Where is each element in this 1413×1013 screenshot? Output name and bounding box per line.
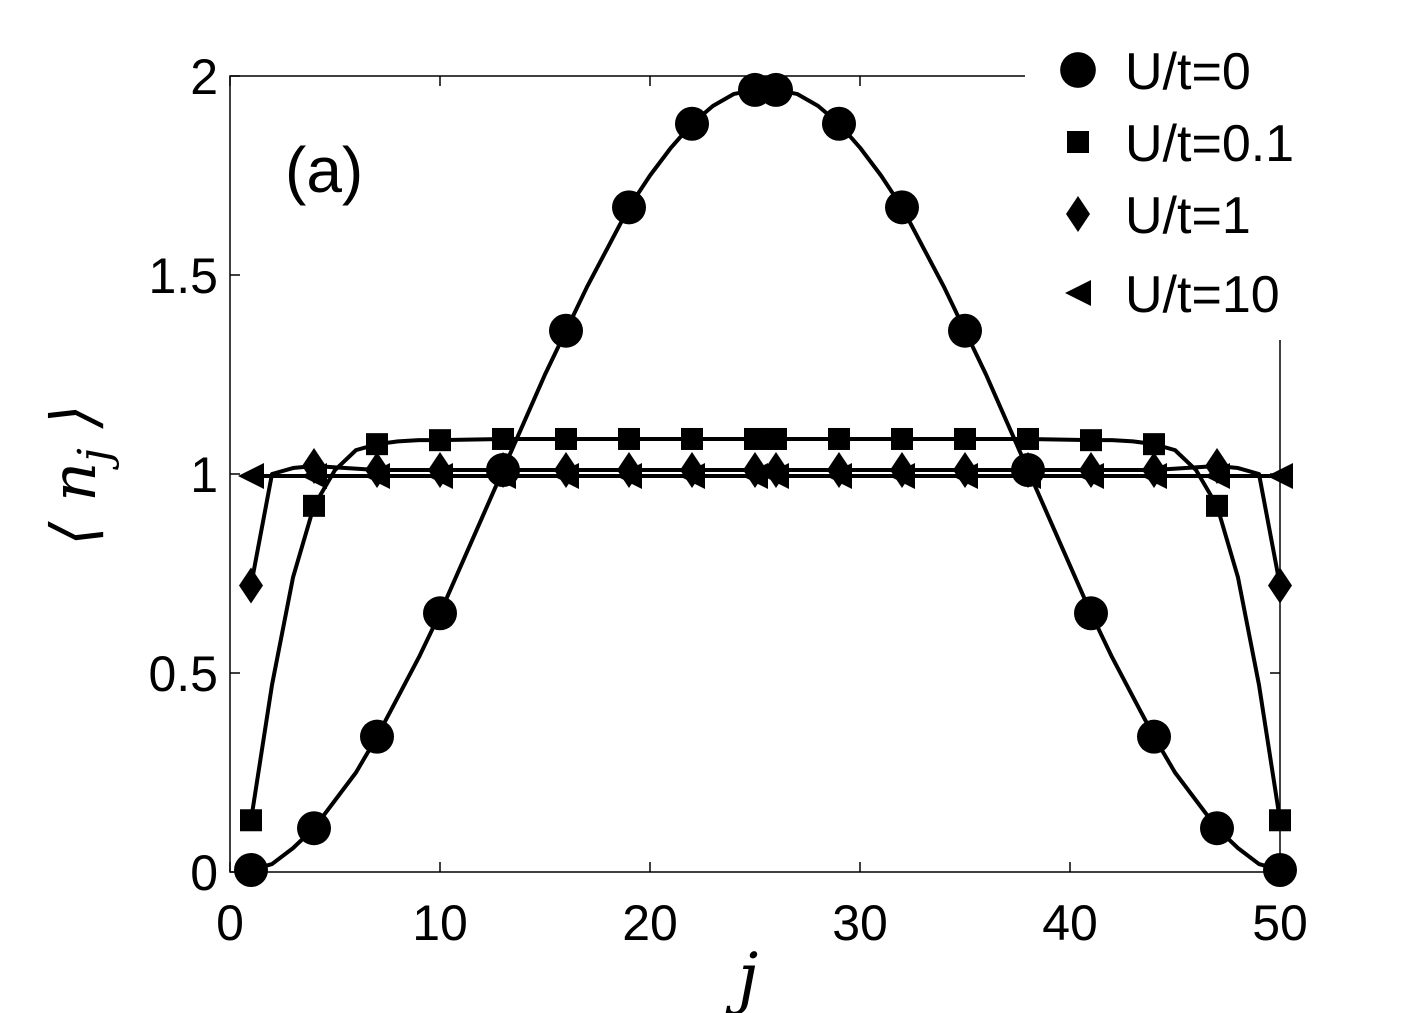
data-point-1 xyxy=(1080,429,1102,452)
y-axis-label-text: ⟨ nj ⟩ xyxy=(37,404,120,545)
data-point-0 xyxy=(1137,719,1171,754)
y-tick-label: 1 xyxy=(190,447,218,503)
data-point-3 xyxy=(1141,462,1167,489)
x-tick-label: 40 xyxy=(1042,895,1098,951)
data-point-1 xyxy=(891,427,913,450)
legend-label: U/t=10 xyxy=(1125,266,1280,324)
data-point-1 xyxy=(618,427,640,450)
legend-marker xyxy=(1066,196,1090,232)
data-point-3 xyxy=(1078,462,1104,489)
y-tick-label: 1.5 xyxy=(148,248,218,304)
y-tick-label: 0 xyxy=(190,845,218,901)
data-point-0 xyxy=(297,811,331,846)
data-point-1 xyxy=(954,427,976,450)
data-point-3 xyxy=(763,462,789,489)
data-point-3 xyxy=(427,462,453,489)
data-point-3 xyxy=(889,462,915,489)
x-tick-label: 20 xyxy=(622,895,678,951)
data-point-0 xyxy=(1074,596,1108,631)
data-point-0 xyxy=(1263,853,1297,888)
data-point-1 xyxy=(555,427,577,450)
legend: U/t=0 U/t=0.1 U/t=1 U/t=10 xyxy=(1025,30,1343,340)
data-point-0 xyxy=(759,72,793,107)
data-point-1 xyxy=(765,427,787,450)
data-point-0 xyxy=(423,596,457,631)
data-point-1 xyxy=(1206,494,1228,517)
y-axis-label: ⟨ nj ⟩ xyxy=(37,404,120,545)
x-tick-label: 10 xyxy=(412,895,468,951)
data-point-1 xyxy=(681,427,703,450)
data-point-3 xyxy=(952,462,978,489)
legend-marker xyxy=(1067,131,1089,153)
data-point-3 xyxy=(1015,462,1041,489)
legend-label: U/t=1 xyxy=(1125,187,1251,245)
data-point-3 xyxy=(238,462,264,489)
data-point-0 xyxy=(360,719,394,754)
legend-label: U/t=0.1 xyxy=(1125,115,1294,173)
data-point-1 xyxy=(492,427,514,450)
panel-label: (a) xyxy=(285,134,363,206)
data-point-0 xyxy=(234,853,268,888)
data-point-0 xyxy=(822,106,856,141)
data-point-1 xyxy=(1269,809,1291,832)
x-tick-label: 50 xyxy=(1252,895,1308,951)
data-point-1 xyxy=(1017,427,1039,450)
data-point-3 xyxy=(490,462,516,489)
data-point-2 xyxy=(239,567,263,604)
data-point-2 xyxy=(1268,567,1292,604)
data-point-3 xyxy=(679,462,705,489)
legend-label: U/t=0 xyxy=(1125,43,1251,101)
data-point-1 xyxy=(1143,433,1165,456)
data-point-0 xyxy=(1200,811,1234,846)
y-tick-label: 2 xyxy=(190,49,218,105)
x-tick-label: 30 xyxy=(832,895,888,951)
data-point-3 xyxy=(1204,462,1230,489)
data-point-3 xyxy=(553,462,579,489)
legend-marker xyxy=(1060,52,1096,88)
y-tick-label: 0.5 xyxy=(148,646,218,702)
data-point-3 xyxy=(364,462,390,489)
data-point-0 xyxy=(612,190,646,225)
data-point-3 xyxy=(826,462,852,489)
data-point-0 xyxy=(948,313,982,348)
data-point-1 xyxy=(429,429,451,452)
data-point-0 xyxy=(885,190,919,225)
data-point-1 xyxy=(366,433,388,456)
series-markers xyxy=(234,72,1297,888)
data-point-3 xyxy=(616,462,642,489)
data-point-3 xyxy=(1267,462,1293,489)
data-point-3 xyxy=(301,462,327,489)
x-tick-label: 0 xyxy=(216,895,244,951)
data-point-1 xyxy=(828,427,850,450)
data-point-1 xyxy=(240,809,262,832)
data-point-1 xyxy=(303,494,325,517)
legend-marker xyxy=(1065,280,1091,306)
tick-group: 0 10 20 30 40 50 0 0.5 1 1.5 2 xyxy=(148,49,1307,951)
data-point-0 xyxy=(675,106,709,141)
data-point-1 xyxy=(744,427,766,450)
data-point-0 xyxy=(549,313,583,348)
data-point-3 xyxy=(742,462,768,489)
